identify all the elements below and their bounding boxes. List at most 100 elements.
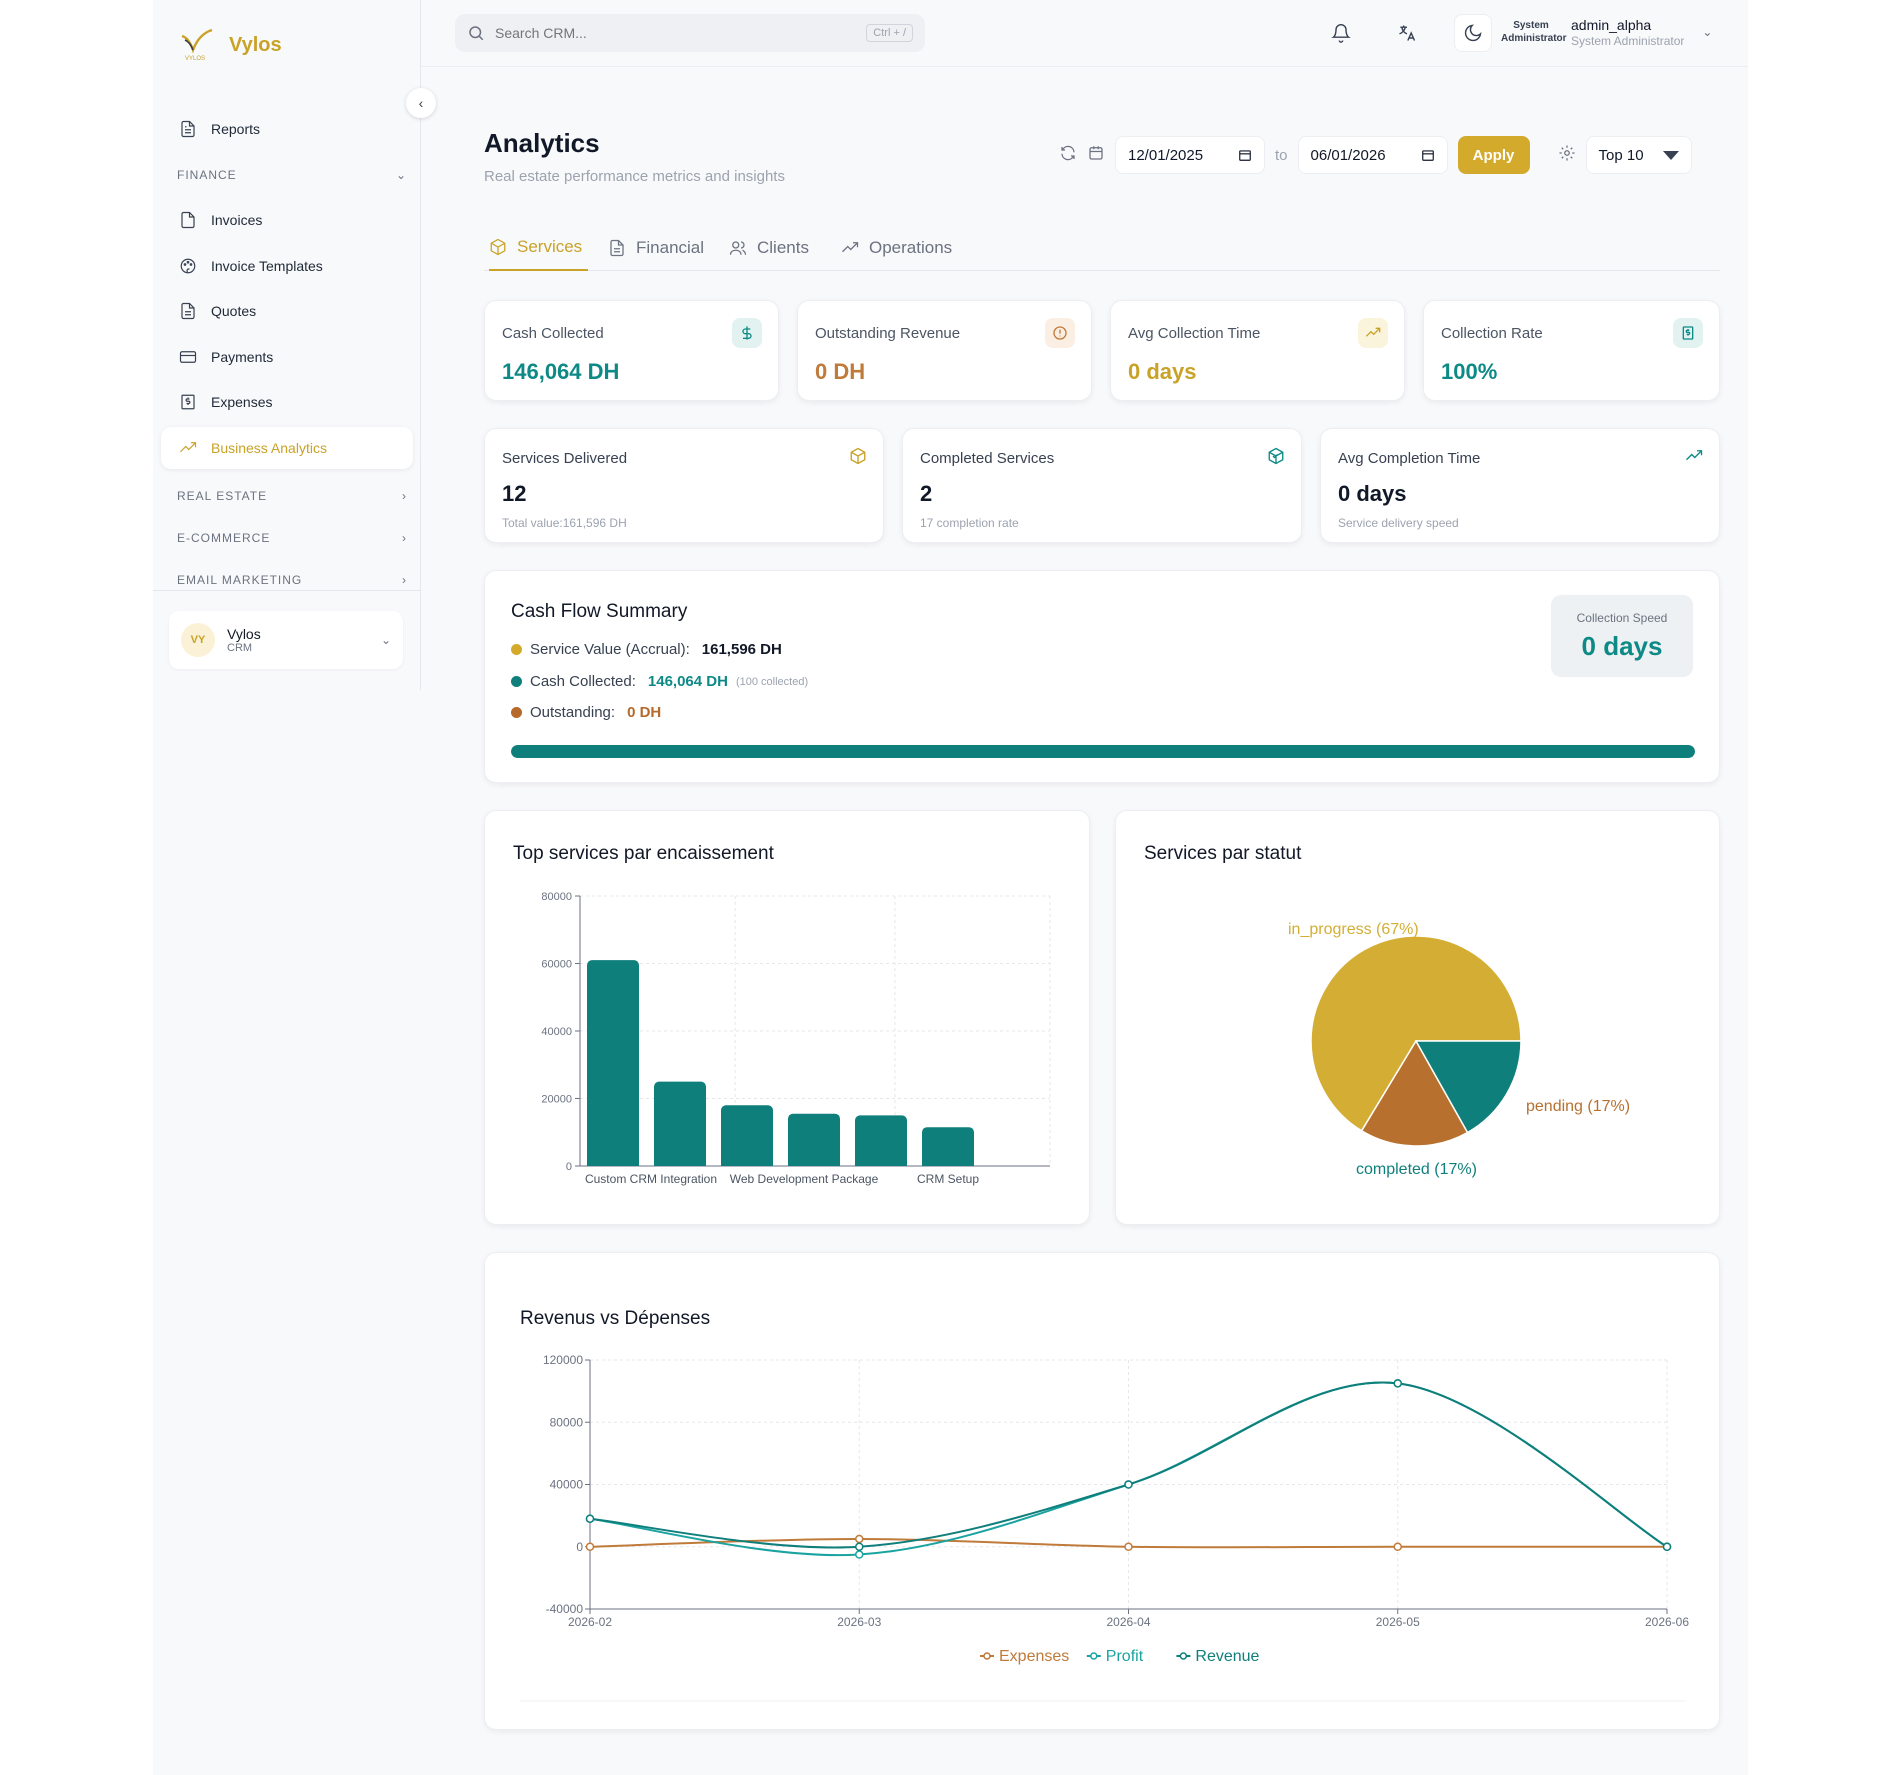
collection-speed-box: Collection Speed 0 days — [1551, 595, 1693, 677]
y-tick-label: -40000 — [546, 1602, 584, 1616]
pie-slice — [1414, 1040, 1522, 1134]
credit-card-icon — [179, 351, 197, 363]
x-tick-label: 2026-03 — [837, 1615, 881, 1629]
x-tick-label: CRM Setup — [917, 1172, 979, 1186]
sidebar-section-ecommerce[interactable]: E-COMMERCE › — [177, 531, 407, 545]
bar-base — [855, 1160, 907, 1166]
kpi-card-cash-collected: Cash Collected 146,064 DH — [484, 300, 779, 401]
sidebar-item-label: Expenses — [211, 394, 273, 410]
x-tick-label: Web Development Package — [730, 1172, 879, 1186]
caret-down-icon — [1662, 150, 1679, 160]
organization-switcher[interactable]: VY Vylos CRM ⌄ — [169, 611, 403, 669]
tab-services[interactable]: Services — [489, 225, 589, 271]
settings-button[interactable] — [1558, 144, 1576, 167]
sidebar-item-business-analytics[interactable]: Business Analytics — [161, 427, 413, 469]
calendar-picker-icon[interactable] — [1238, 148, 1252, 162]
bar — [654, 1081, 706, 1166]
kpi-label: Avg Completion Time — [1338, 450, 1481, 467]
sidebar-item-label: Payments — [211, 349, 274, 365]
tab-financial[interactable]: Financial — [608, 225, 704, 271]
slice-label: completed (17%) — [1356, 1161, 1477, 1178]
date-to-input[interactable]: 06/01/2026 — [1297, 136, 1448, 174]
sidebar-item-payments[interactable]: Payments — [161, 336, 413, 378]
sidebar-collapse-button[interactable]: ‹ — [406, 88, 436, 118]
kpi-value: 100% — [1441, 359, 1498, 384]
sidebar-item-quotes[interactable]: Quotes — [161, 290, 413, 332]
kpi-subtext: Total value:161,596 DH — [502, 516, 627, 530]
data-point — [855, 1542, 864, 1551]
svg-text:VYLOS: VYLOS — [185, 56, 205, 62]
legend-dot — [511, 644, 522, 655]
calendar-picker-icon[interactable] — [1421, 148, 1435, 162]
sidebar-section-email-marketing[interactable]: EMAIL MARKETING › — [177, 573, 407, 587]
file-text-icon — [610, 239, 624, 257]
notifications-button[interactable] — [1322, 14, 1360, 52]
tab-label: Financial — [636, 238, 705, 257]
file-text-icon — [181, 120, 195, 138]
kpi-value: 2 — [920, 481, 933, 506]
kpi-label: Collection Rate — [1441, 325, 1543, 342]
cashflow-row-service-value: Service Value (Accrual): 161,596 DH — [511, 641, 782, 658]
data-point — [855, 1534, 864, 1544]
kpi-subtext: 17 completion rate — [920, 516, 1019, 530]
section-label: REAL ESTATE — [177, 489, 268, 503]
alert-circle-icon — [1045, 318, 1075, 348]
data-point — [855, 1550, 864, 1559]
collection-progress-bar — [511, 745, 1695, 758]
sidebar-section-real-estate[interactable]: REAL ESTATE › — [177, 489, 407, 503]
row-label: Cash Collected: — [530, 673, 636, 690]
apply-button[interactable]: Apply — [1457, 136, 1530, 174]
y-tick-label: 80000 — [541, 891, 572, 903]
slice-label: pending (17%) — [1526, 1098, 1630, 1115]
speed-value: 0 days — [1581, 631, 1663, 661]
sidebar-item-invoices[interactable]: Invoices — [161, 199, 413, 241]
calendar-icon — [1087, 144, 1105, 167]
kpi-label: Services Delivered — [502, 450, 628, 467]
kpi-label: Avg Collection Time — [1128, 325, 1261, 342]
legend-swatch-dot — [983, 1652, 991, 1660]
theme-toggle-button[interactable] — [1454, 14, 1492, 52]
chevron-right-icon: › — [402, 489, 407, 503]
tab-clients[interactable]: Clients — [729, 225, 809, 271]
kpi-label: Outstanding Revenue — [815, 325, 961, 342]
y-tick-label: 0 — [576, 1540, 583, 1554]
x-tick-label: 2026-05 — [1376, 1615, 1420, 1629]
date-from-input[interactable]: 12/01/2025 — [1115, 136, 1265, 174]
y-tick-label: 20000 — [541, 1094, 572, 1106]
section-label: E-COMMERCE — [177, 531, 271, 545]
palette-icon — [180, 258, 196, 274]
user-menu[interactable]: System Administrator admin_alpha System … — [1501, 16, 1712, 48]
sidebar-item-expenses[interactable]: Expenses — [161, 381, 413, 423]
data-point — [1393, 1542, 1402, 1551]
cashflow-row-cash-collected: Cash Collected: 146,064 DH (100 collecte… — [511, 673, 808, 690]
language-button[interactable] — [1388, 14, 1426, 52]
bar-base — [721, 1160, 773, 1166]
trending-up-icon — [1685, 447, 1703, 470]
kpi-subtext: Service delivery speed — [1338, 516, 1459, 530]
brand-logo[interactable]: VYLOS Vylos — [179, 28, 282, 62]
search-bar[interactable]: Ctrl + / — [455, 14, 925, 52]
package-icon — [849, 447, 867, 470]
sidebar-item-reports[interactable]: Reports — [161, 108, 413, 150]
y-tick-label: 120000 — [543, 1353, 583, 1367]
sidebar-item-label: Reports — [211, 121, 261, 137]
search-shortcut: Ctrl + / — [866, 24, 913, 42]
chart-title: Revenus vs Dépenses — [520, 1308, 711, 1329]
bar — [788, 1113, 840, 1166]
legend-label: Expenses — [999, 1648, 1069, 1665]
chevron-down-icon: ⌄ — [380, 633, 391, 647]
series-line — [589, 1381, 1668, 1549]
tab-operations[interactable]: Operations — [841, 225, 952, 271]
search-input[interactable] — [495, 25, 835, 41]
refresh-button[interactable] — [1059, 144, 1077, 167]
trending-up-icon — [1358, 318, 1388, 348]
legend-dot — [511, 676, 522, 687]
vylos-logo-icon: VYLOS — [181, 28, 213, 62]
row-label: Outstanding: — [530, 704, 616, 721]
sidebar-item-label: Quotes — [211, 303, 257, 319]
chevron-right-icon: › — [402, 573, 407, 587]
sidebar-item-invoice-templates[interactable]: Invoice Templates — [161, 245, 413, 287]
sidebar-section-finance[interactable]: FINANCE ⌄ — [177, 168, 407, 182]
top-n-select[interactable]: Top 10 — [1585, 136, 1692, 174]
tab-label: Services — [517, 237, 583, 256]
